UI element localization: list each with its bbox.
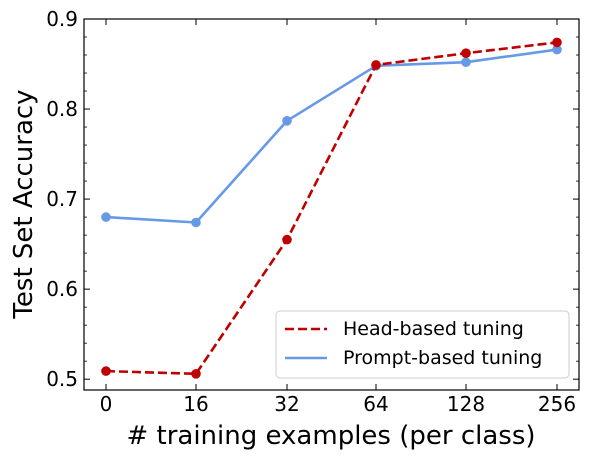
data-point-head-based [371, 60, 381, 70]
tick-marks [84, 18, 579, 390]
x-tick-label: 32 [274, 392, 299, 416]
data-point-head-based [552, 37, 562, 48]
y-tick-label: 0.8 [46, 97, 78, 121]
x-tick-label: 128 [447, 392, 485, 416]
y-axis-title: Test Set Accuracy [9, 89, 39, 319]
legend-label-head-based: Head-based tuning [343, 318, 524, 340]
plot-area [83, 18, 580, 391]
y-tick-label: 0.7 [46, 187, 78, 211]
legend: Head-based tuning Prompt-based tuning [275, 310, 570, 379]
data-point-head-based [282, 234, 292, 245]
y-tick-label: 0.6 [46, 277, 78, 301]
series-layer [101, 37, 562, 379]
data-point-prompt-based [461, 57, 471, 67]
y-tick-label: 0.9 [46, 7, 78, 31]
data-point-prompt-based [101, 212, 111, 222]
data-point-prompt-based [552, 44, 562, 55]
y-tick-label: 0.5 [46, 367, 78, 391]
x-tick-label: 64 [363, 392, 388, 416]
legend-label-prompt-based: Prompt-based tuning [343, 347, 542, 369]
data-point-head-based [461, 48, 471, 58]
x-tick-label: 16 [183, 392, 208, 416]
data-point-prompt-based [282, 116, 292, 126]
data-point-head-based [191, 369, 201, 379]
data-point-head-based [101, 366, 111, 376]
data-point-prompt-based [191, 217, 201, 228]
x-axis-title: # training examples (per class) [126, 421, 535, 451]
legend-box [275, 310, 570, 379]
x-tick-label: 0 [100, 392, 113, 416]
x-tick-label: 256 [538, 392, 576, 416]
series-line-prompt-based [105, 48, 558, 224]
series-line-head-based [105, 41, 558, 376]
tick-labels: 0 16 32 64 128 256 0.5 0.6 0.7 0.8 0.9 [46, 7, 576, 416]
